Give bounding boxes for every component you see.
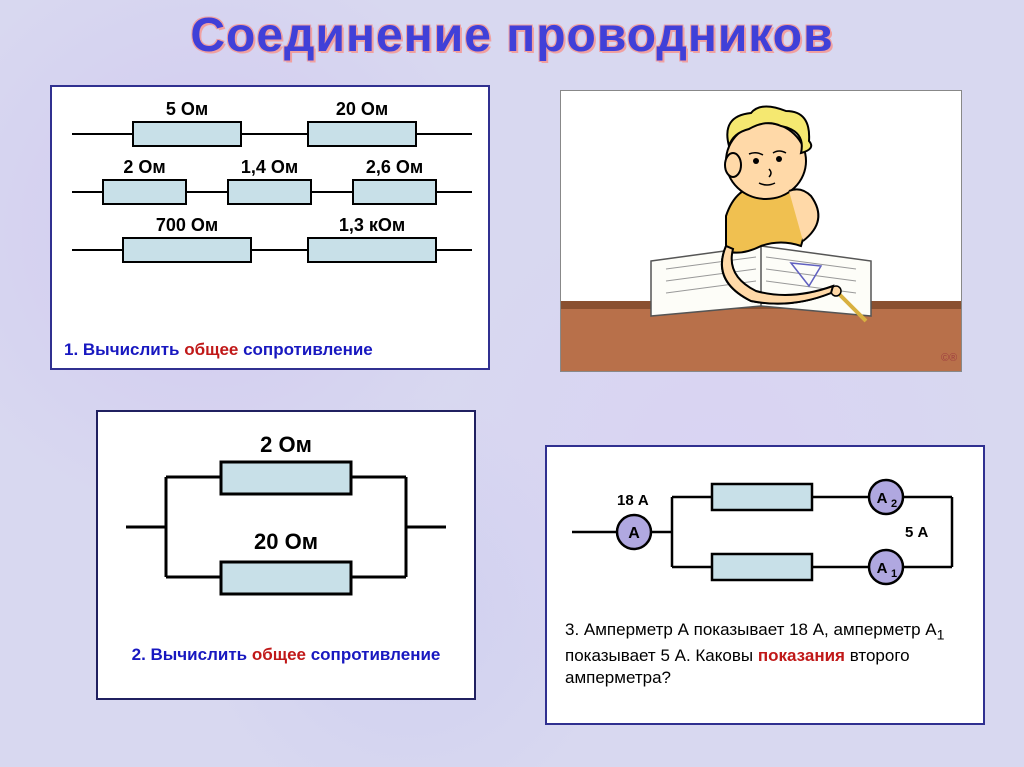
resistor-row: 5 Ом 20 Ом [62,99,478,151]
q3-p1: 3. Амперметр А показывает 18 А, ампермет… [565,620,937,639]
resistor [307,121,417,147]
q1-suffix: сопротивление [238,340,372,359]
ammeter-circuit: A 18 А A 2 A 1 5 А [557,457,977,607]
q2-highlight: общее [252,645,306,664]
problem-3-text: 3. Амперметр А показывает 18 А, ампермет… [565,619,965,689]
p2-r-top: 2 Ом [260,432,312,457]
parallel-circuit: 2 Ом 20 Ом [116,427,456,627]
ammeter-a1-sub: 1 [891,568,897,580]
resistor [227,179,312,205]
ammeter-a1-value: 5 А [905,524,929,541]
q3-hl: показания [758,646,845,665]
ammeter-a1: A [877,560,888,577]
resistor-label: 700 Ом [122,215,252,236]
resistor-label: 1,4 Ом [227,157,312,178]
resistor [102,179,187,205]
problem-3-panel: A 18 А A 2 A 1 5 А 3. Амперметр А показы… [545,445,985,725]
resistor-label: 5 Ом [132,99,242,120]
resistor [122,237,252,263]
resistor-row: 2 Ом 1,4 Ом 2,6 Ом [62,157,478,209]
resistor-label: 20 Ом [307,99,417,120]
resistor-label: 2 Ом [102,157,187,178]
q2-suffix: сопротивление [306,645,440,664]
resistor [352,179,437,205]
q3-sub1: 1 [937,627,945,643]
resistor [132,121,242,147]
q3-p2: показывает 5 А. Каковы [565,646,758,665]
q1-prefix: 1. Вычислить [64,340,184,359]
ammeter-a2: A [877,490,888,507]
resistor-label: 1,3 кОм [307,215,437,236]
ammeter-a2-sub: 2 [891,498,897,510]
svg-text:©®: ©® [941,352,957,364]
problem-2-text: 2. Вычислить общее сопротивление [113,645,459,665]
student-illustration: ©® [560,90,962,372]
problem-1-text: 1. Вычислить общее сопротивление [64,340,373,360]
ammeter-main: A [628,525,640,542]
resistor-label: 2,6 Ом [352,157,437,178]
problem-2-panel: 2 Ом 20 Ом 2. Вычислить общее сопротивле… [96,410,476,700]
p2-r-bot: 20 Ом [254,529,318,554]
resistor-row: 700 Ом 1,3 кОм [62,215,478,267]
resistor [307,237,437,263]
q2-prefix: 2. Вычислить [132,645,252,664]
problem-1-panel: 5 Ом 20 Ом 2 Ом 1,4 Ом 2,6 Ом 700 Ом 1,3 кОм 1… [50,85,490,370]
page-title: Соединение проводников [0,0,1024,63]
ammeter-main-value: 18 А [617,492,649,509]
q1-highlight: общее [184,340,238,359]
